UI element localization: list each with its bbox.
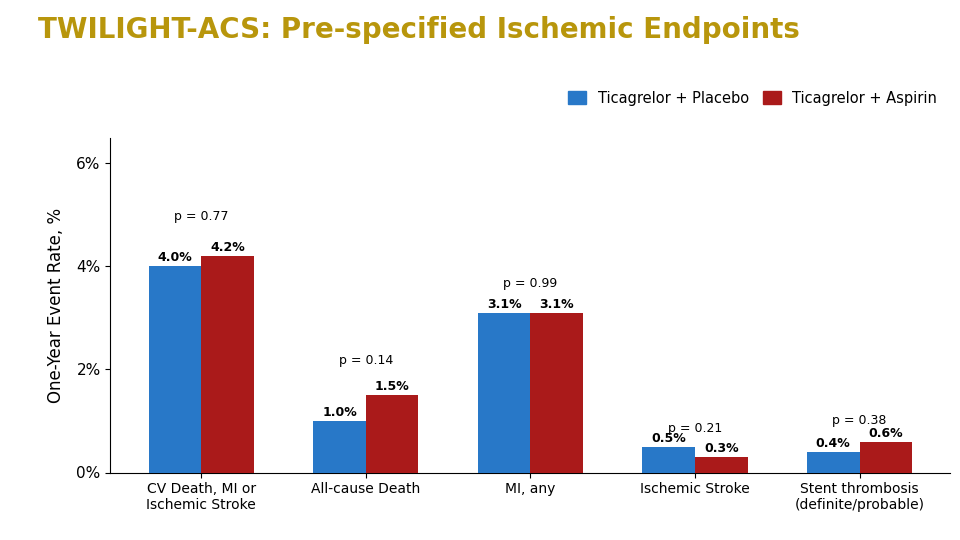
Text: 1.0%: 1.0% xyxy=(323,406,357,419)
Bar xyxy=(859,442,912,472)
Text: p = 0.77: p = 0.77 xyxy=(174,210,228,222)
Text: 3.1%: 3.1% xyxy=(540,298,574,310)
Bar xyxy=(149,266,202,472)
Text: p = 0.21: p = 0.21 xyxy=(668,422,722,435)
Text: 0.4%: 0.4% xyxy=(816,437,851,450)
Bar xyxy=(478,313,530,472)
Text: TWILIGHT-ACS: Pre-specified Ischemic Endpoints: TWILIGHT-ACS: Pre-specified Ischemic End… xyxy=(38,16,801,44)
Bar xyxy=(366,395,419,472)
Text: 4.2%: 4.2% xyxy=(210,241,245,254)
Text: #AHA19: #AHA19 xyxy=(869,511,946,529)
Y-axis label: One-Year Event Rate, %: One-Year Event Rate, % xyxy=(47,207,65,403)
Bar xyxy=(642,447,695,472)
Text: 1.5%: 1.5% xyxy=(374,380,410,393)
Text: 4.0%: 4.0% xyxy=(157,252,192,265)
Text: 0.6%: 0.6% xyxy=(869,427,903,440)
Text: p = 0.99: p = 0.99 xyxy=(503,276,558,289)
Bar xyxy=(530,313,583,472)
Text: p = 0.38: p = 0.38 xyxy=(832,414,887,427)
Text: p = 0.14: p = 0.14 xyxy=(339,354,393,367)
Bar xyxy=(202,256,253,472)
Bar xyxy=(807,452,859,472)
Text: ScientificSessions.org: ScientificSessions.org xyxy=(14,511,221,529)
Text: 0.3%: 0.3% xyxy=(704,442,738,455)
Text: 3.1%: 3.1% xyxy=(487,298,521,310)
Legend: Ticagrelor + Placebo, Ticagrelor + Aspirin: Ticagrelor + Placebo, Ticagrelor + Aspir… xyxy=(563,85,943,111)
Text: 0.5%: 0.5% xyxy=(651,431,686,444)
Bar xyxy=(313,421,366,472)
Bar xyxy=(695,457,748,472)
